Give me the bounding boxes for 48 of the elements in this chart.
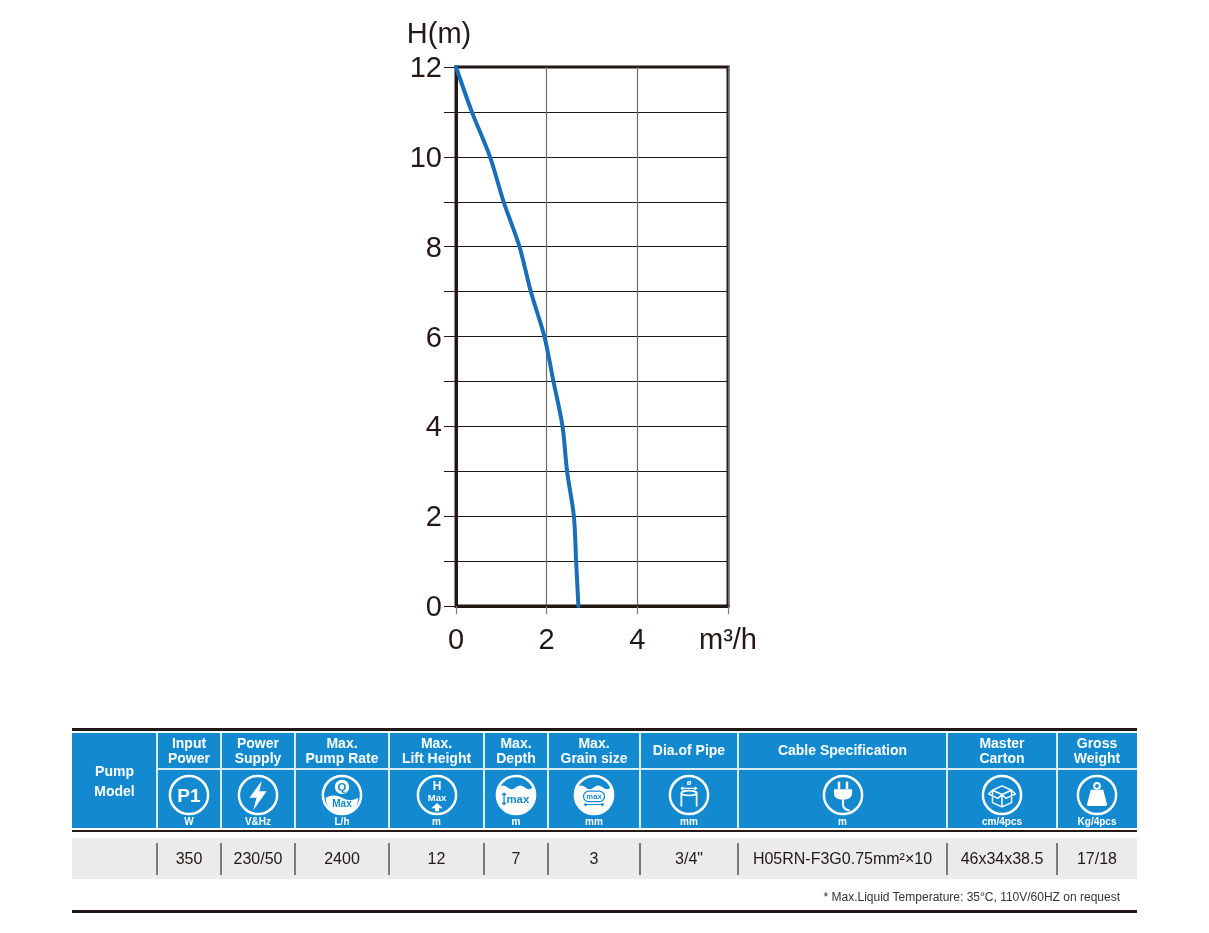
- q-wave-icon: Q Max: [321, 774, 363, 816]
- text: 230/50: [233, 849, 283, 867]
- y-tick-label: 8: [425, 230, 442, 263]
- text: 2400: [324, 849, 360, 867]
- category-label: Max. Pump Rate: [305, 734, 379, 766]
- y-tick-label: 6: [425, 320, 442, 353]
- p1-circle-icon: P1: [168, 774, 210, 816]
- text: cm/4pcs: [981, 816, 1023, 828]
- text: m: [837, 816, 848, 828]
- x-tick-label: 4: [629, 622, 646, 655]
- category-label: Pump Model: [94, 761, 135, 801]
- y-tick-label: 12: [409, 51, 442, 83]
- category-label: Max. Depth: [496, 734, 536, 766]
- category-label: Max. Grain size: [560, 734, 628, 766]
- y-tick-label: 10: [409, 140, 442, 173]
- text: * Max.Liquid Temperature: 35°C, 110V/60HZ on request: [823, 889, 1120, 905]
- category-label: Dia.of Pipe: [652, 742, 726, 758]
- y-tick-label: 0: [425, 590, 442, 622]
- text: V&Hz: [243, 816, 273, 828]
- category-label: Cable Specification: [777, 742, 908, 758]
- y-tick-label: 4: [425, 410, 442, 443]
- y-tick-label: 2: [425, 500, 442, 533]
- category-label: Gross Weight: [1073, 734, 1121, 766]
- text: 17/18: [1076, 849, 1118, 867]
- text: 350: [175, 849, 203, 867]
- category-label: Max. Lift Height: [401, 734, 472, 766]
- text: L/h: [333, 816, 351, 828]
- category-label: Power Supply: [234, 734, 282, 766]
- text: W: [183, 816, 195, 828]
- text: mm: [679, 816, 699, 828]
- text: 3: [589, 849, 599, 867]
- x-tick-label: 2: [538, 622, 555, 655]
- text: mm: [584, 816, 604, 828]
- text: 7: [511, 849, 521, 867]
- text: 3/4": [675, 849, 703, 867]
- category-label: Master Carton: [979, 734, 1025, 766]
- text: 46x34x38.5: [960, 849, 1044, 867]
- y-axis-title: H(m): [406, 16, 472, 49]
- text: Kg/4pcs: [1076, 816, 1118, 828]
- water-depth-icon: max: [495, 774, 537, 816]
- x-tick-label: 0: [447, 622, 465, 655]
- text: H05RN-F3G0.75mm²×10: [752, 849, 933, 867]
- text: m: [431, 816, 442, 828]
- category-label: Input Power: [167, 734, 210, 766]
- x-axis-title: m³/h: [699, 622, 757, 655]
- pebble-water-icon: max: [573, 774, 615, 816]
- pipe-icon: ø: [668, 774, 710, 816]
- text: m: [510, 816, 522, 828]
